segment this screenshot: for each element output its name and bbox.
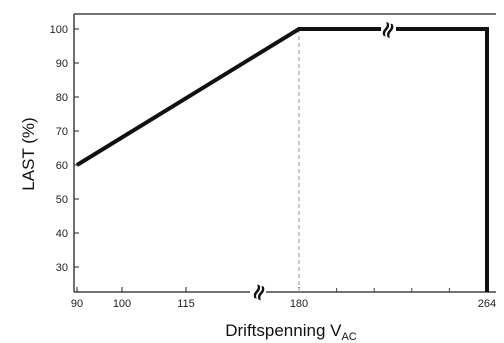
x-tick-label-180: 180 xyxy=(290,298,308,310)
y-tick-label-50: 50 xyxy=(56,194,68,206)
y-axis-title: LAST (%) xyxy=(19,117,38,190)
y-tick-label-100: 100 xyxy=(50,24,68,36)
series-line-load-curve xyxy=(75,27,489,292)
x-ticks: 90 100 115 180 264 xyxy=(71,287,496,310)
break-bottom-glyph: ≈ xyxy=(245,280,275,306)
x-axis-title: Driftspenning VAC xyxy=(225,321,357,343)
x-tick-label-264: 264 xyxy=(478,298,496,310)
plot-frame xyxy=(73,13,496,293)
y-tick-label-40: 40 xyxy=(56,228,68,240)
break-top-glyph: ≈ xyxy=(374,17,404,43)
x-axis-title-main: Driftspenning V xyxy=(225,321,342,340)
axis-break-symbol-top: ≈ xyxy=(374,17,404,43)
x-minor-ticks xyxy=(336,288,450,292)
x-tick-label-115: 115 xyxy=(177,298,195,310)
x-tick-label-100: 100 xyxy=(113,298,131,310)
x-tick-label-90: 90 xyxy=(71,298,83,310)
break-bottom-mask xyxy=(250,282,266,302)
break-top-mask xyxy=(381,20,396,38)
x-axis-title-subscript: AC xyxy=(341,331,356,343)
y-ticks: 30 40 50 60 70 80 90 100 xyxy=(50,24,79,274)
y-tick-label-30: 30 xyxy=(56,262,68,274)
y-tick-label-60: 60 xyxy=(56,160,68,172)
axis-break-symbol-bottom: ≈ xyxy=(245,280,275,306)
y-tick-label-90: 90 xyxy=(56,58,68,70)
y-tick-label-70: 70 xyxy=(56,126,68,138)
y-tick-label-80: 80 xyxy=(56,92,68,104)
